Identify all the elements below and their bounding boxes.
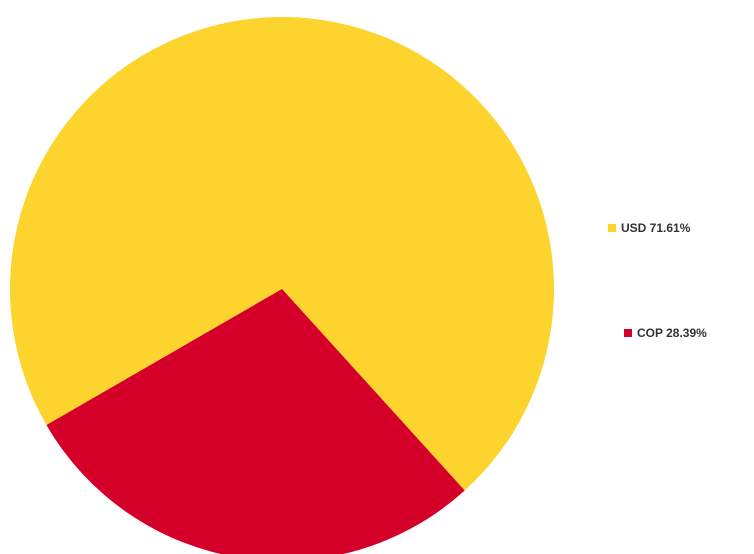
pie-slice-usd: [10, 17, 554, 491]
legend-swatch-usd: [608, 224, 616, 232]
legend-label-cop: COP 28.39%: [637, 326, 707, 340]
legend-swatch-cop: [624, 329, 632, 337]
legend-item-cop: COP 28.39%: [624, 326, 707, 340]
pie-slice-cop: [46, 289, 465, 554]
pie-slices: [10, 17, 554, 554]
legend-item-usd: USD 71.61%: [608, 221, 690, 235]
legend-label-usd: USD 71.61%: [621, 221, 691, 235]
